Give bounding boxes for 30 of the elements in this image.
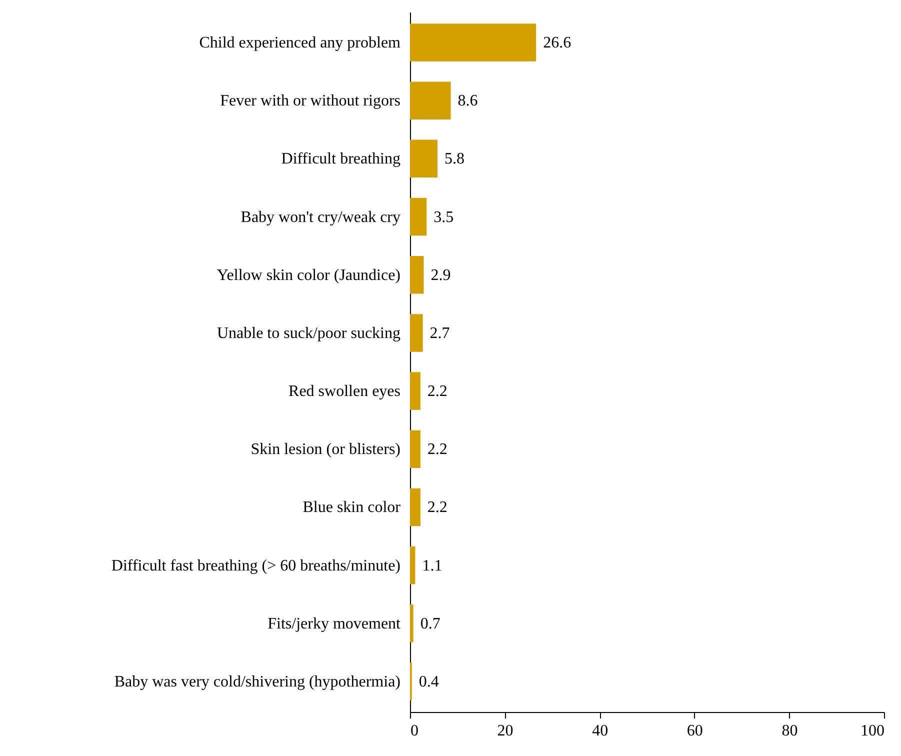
x-tick-label: 80	[782, 722, 798, 740]
x-tick-label: 40	[592, 722, 608, 740]
x-tick-label: 0	[410, 722, 418, 740]
y-tick-label: Child experienced any problem	[199, 34, 402, 52]
y-tick-label: Red swollen eyes	[288, 383, 400, 400]
data-label: 0.7	[420, 615, 440, 632]
x-tick-label: 60	[686, 722, 703, 740]
data-label: 1.1	[422, 557, 442, 574]
data-label: 2.2	[427, 499, 448, 516]
data-label: 0.4	[418, 674, 439, 690]
y-tick-label: Difficult fast breathing (> 60 breaths/minute)	[111, 557, 400, 574]
data-label: 5.8	[444, 150, 464, 168]
y-tick-label: Yellow skin color (Jaundice)	[216, 266, 400, 284]
y-tick-label: Skin lesion (or blisters)	[250, 441, 400, 458]
data-label: 2.2	[427, 383, 448, 400]
data-label: 2.9	[430, 266, 451, 284]
y-tick-label: Fits/jerky movement	[268, 615, 402, 632]
x-tick-label: 100	[860, 722, 884, 740]
y-tick-label: Baby won't cry/weak cry	[240, 208, 400, 226]
y-tick-label: Difficult breathing	[281, 150, 400, 168]
data-label: 2.7	[430, 324, 450, 342]
y-tick-label: Baby was very cold/shivering (hypothermia)	[114, 674, 400, 690]
y-tick-label: Blue skin color	[302, 499, 402, 516]
y-tick-label: Fever with or without rigors	[220, 92, 400, 110]
data-label: 26.6	[543, 34, 572, 52]
x-tick-label: 20	[497, 722, 514, 740]
data-label: 8.6	[458, 92, 478, 110]
y-tick-label: Unable to suck/poor sucking	[216, 324, 400, 342]
data-label: 3.5	[434, 208, 454, 226]
data-label: 2.2	[427, 441, 448, 458]
